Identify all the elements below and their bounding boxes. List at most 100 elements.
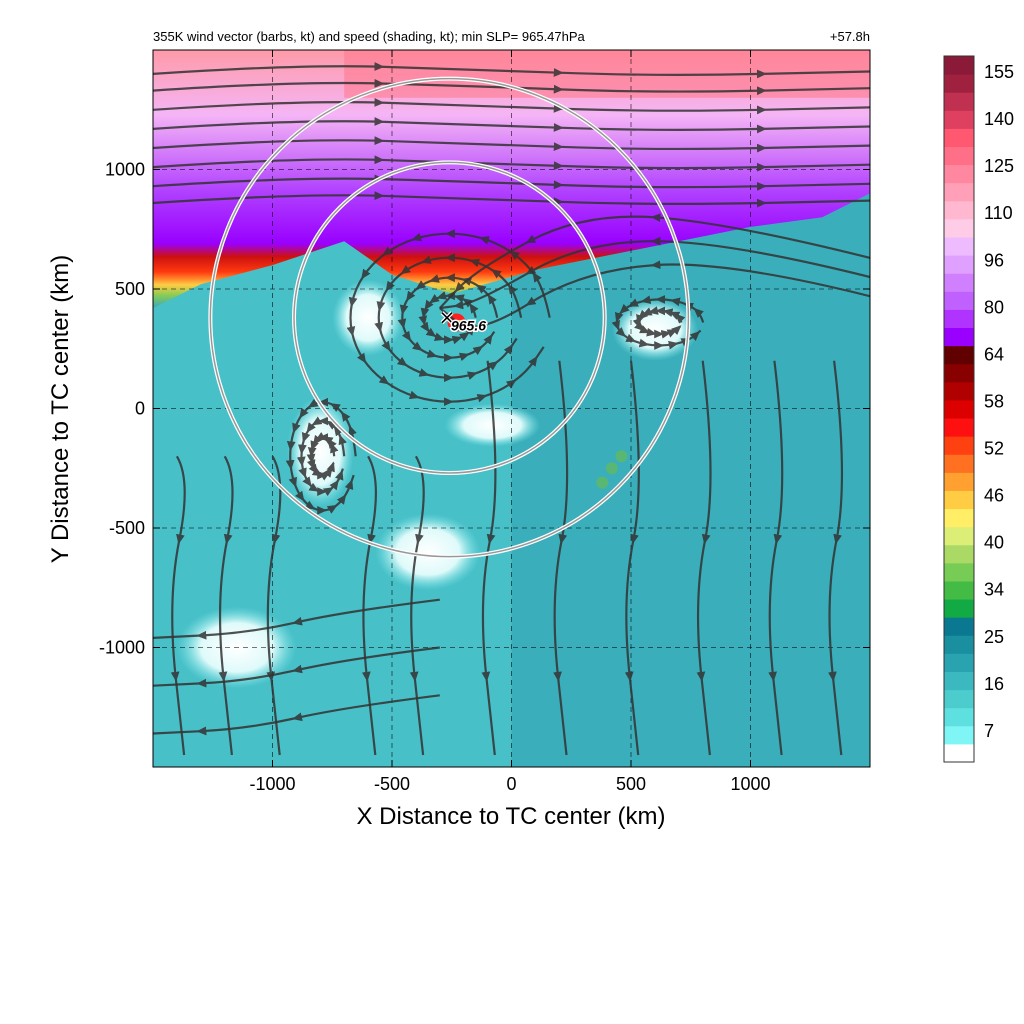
streamline xyxy=(153,136,870,153)
streamline xyxy=(828,360,844,756)
colorbar-segment xyxy=(944,454,974,473)
streamline xyxy=(153,598,440,640)
colorbar-segment xyxy=(944,237,974,256)
streamline xyxy=(153,646,440,688)
colorbar-segment xyxy=(944,164,974,184)
center-x-icon xyxy=(441,312,453,324)
colorbar-label: 34 xyxy=(984,580,1004,600)
colorbar-segment xyxy=(944,526,974,546)
colorbar-frame xyxy=(943,55,975,763)
colorbar-label: 64 xyxy=(984,344,1004,364)
colorbar-label: 46 xyxy=(984,486,1004,506)
colorbar-label: 52 xyxy=(984,439,1004,459)
range-ring xyxy=(209,77,690,558)
x-tick-label: -500 xyxy=(374,774,410,794)
streamline xyxy=(153,98,870,115)
streamline xyxy=(218,455,234,756)
colorbar-segment xyxy=(944,291,974,310)
colorbar-segment xyxy=(944,363,974,383)
calm-patch xyxy=(444,403,541,447)
tc-center-marker: 965.6 xyxy=(440,311,488,335)
colorbar-label: 125 xyxy=(984,156,1014,176)
speed-speckle xyxy=(605,462,618,475)
streamline xyxy=(553,360,569,756)
chart-title: 355K wind vector (barbs, kt) and speed (… xyxy=(153,29,586,44)
colorbar-segment xyxy=(944,580,974,600)
colorbar-segment xyxy=(944,418,974,437)
colorbar-segment xyxy=(944,653,974,672)
colorbar-segment xyxy=(944,707,974,727)
streamline xyxy=(481,360,497,756)
colorbar-segment xyxy=(944,599,974,618)
streamline xyxy=(611,295,705,350)
colorbar-segment xyxy=(944,381,974,401)
colorbar-segment xyxy=(944,490,974,510)
streamlines xyxy=(153,62,870,756)
colorbar-segment xyxy=(944,146,974,166)
speed-speckle xyxy=(596,476,609,489)
colorbar-segment xyxy=(944,399,974,419)
colorbar-segment xyxy=(944,436,974,455)
colorbar-segment xyxy=(944,671,974,691)
streamline xyxy=(170,455,186,756)
x-tick-label: 1000 xyxy=(730,774,770,794)
y-tick-label: -1000 xyxy=(99,638,145,658)
colorbar-segment xyxy=(944,743,974,763)
range-ring xyxy=(293,161,606,474)
colorbar-segment xyxy=(944,92,974,111)
streamline xyxy=(409,455,425,756)
colorbar-label: 25 xyxy=(984,627,1004,647)
speed-speckle xyxy=(615,450,628,463)
streamline xyxy=(266,455,282,756)
colorbar-segment xyxy=(944,200,974,220)
colorbar-segment xyxy=(944,273,974,292)
streamline xyxy=(696,360,712,756)
colorbar-label: 40 xyxy=(984,533,1004,553)
colorbar-segment xyxy=(944,689,974,709)
colorbar-segment xyxy=(944,255,974,274)
colorbar-segment xyxy=(944,508,974,528)
center-pressure-label: 965.6 xyxy=(451,318,486,334)
streamline xyxy=(153,191,870,208)
colorbar-segment xyxy=(944,74,974,93)
colorbar-segment xyxy=(944,182,974,202)
colorbar-label: 80 xyxy=(984,297,1004,317)
wind-speed-shading xyxy=(153,50,870,767)
x-tick-label: -1000 xyxy=(249,774,295,794)
plot-area: 965.6 xyxy=(153,50,870,767)
streamline xyxy=(153,62,870,79)
streamline xyxy=(153,117,870,134)
streamline xyxy=(153,174,870,191)
y-axis-label: Y Distance to TC center (km) xyxy=(47,255,74,564)
y-tick-label: 500 xyxy=(115,279,145,299)
streamline xyxy=(361,455,377,756)
colorbar-segment xyxy=(944,218,974,238)
y-tick-label: 0 xyxy=(135,399,145,419)
colorbar-segment xyxy=(944,562,974,582)
colorbar-label: 58 xyxy=(984,391,1004,411)
colorbar-label: 110 xyxy=(984,203,1013,223)
colorbar-segment xyxy=(944,472,974,491)
colorbar-segment xyxy=(944,327,974,347)
colorbar-segment xyxy=(944,544,974,564)
streamline xyxy=(153,78,870,96)
x-tick-label: 500 xyxy=(616,774,646,794)
streamline xyxy=(153,694,440,736)
calm-patch xyxy=(332,279,404,356)
streamline xyxy=(768,360,784,756)
y-tick-label: -500 xyxy=(109,518,145,538)
colorbar-segment xyxy=(944,635,974,654)
colorbar-segment xyxy=(944,725,974,745)
colorbar-segment xyxy=(944,345,974,365)
y-tick-label: 1000 xyxy=(105,160,145,180)
axes: -1000 -500 0 500 1000 1000 500 0 -500 -1000 xyxy=(99,50,870,794)
colorbar-segment xyxy=(944,309,974,329)
colorbar-segment xyxy=(944,128,974,148)
range-rings xyxy=(208,76,691,559)
calm-patch xyxy=(375,513,481,591)
colorbar-segment xyxy=(944,617,974,636)
streamline xyxy=(624,360,640,756)
colorbar-label: 155 xyxy=(984,62,1014,82)
colorbar: 155 140 125 110 96 80 64 58 52 46 40 34 25 16 7 xyxy=(943,55,1014,763)
